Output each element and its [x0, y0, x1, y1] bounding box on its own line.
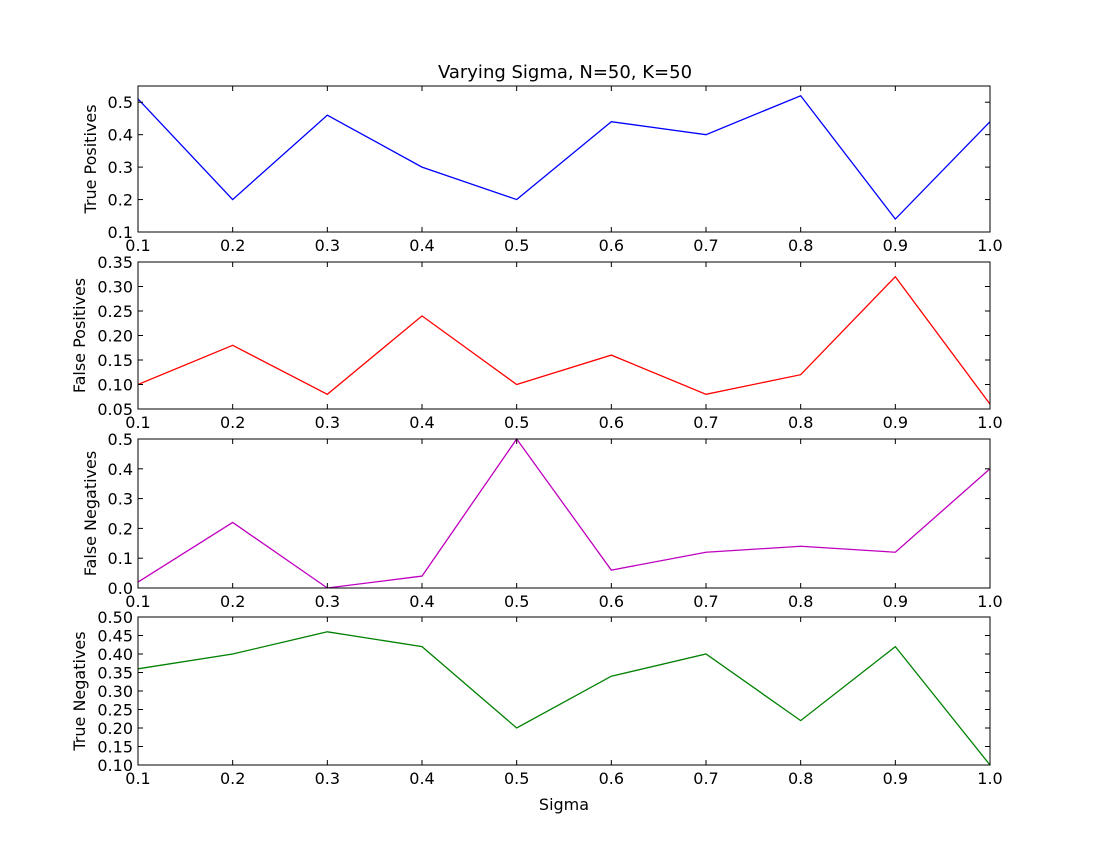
x-tick-label-2-2: 0.2	[220, 413, 245, 432]
y-tick-label-4-9: 0.50	[97, 608, 133, 627]
y-axis-label-3: False Negatives	[81, 451, 100, 576]
x-tick-label-1-2: 0.2	[220, 236, 245, 255]
x-tick-label-2-6: 0.6	[599, 413, 624, 432]
y-tick-label-3-6: 0.5	[108, 430, 133, 449]
x-tick-label-2-4: 0.4	[409, 413, 434, 432]
series-line-3	[138, 439, 990, 588]
y-tick-label-3-4: 0.3	[108, 490, 133, 509]
y-axis-label-2: False Positives	[70, 278, 89, 393]
x-tick-label-3-3: 0.3	[315, 592, 340, 611]
axes-frame-4	[138, 617, 990, 765]
x-tick-label-4-4: 0.4	[409, 769, 434, 788]
y-tick-label-4-5: 0.30	[97, 682, 133, 701]
y-tick-label-3-2: 0.1	[108, 549, 133, 568]
y-tick-label-1-4: 0.4	[108, 126, 133, 145]
x-tick-label-3-7: 0.7	[693, 592, 718, 611]
x-tick-label-1-8: 0.8	[788, 236, 813, 255]
x-tick-label-1-5: 0.5	[504, 236, 529, 255]
x-tick-label-2-3: 0.3	[315, 413, 340, 432]
y-tick-label-1-1: 0.1	[108, 223, 133, 242]
x-tick-label-4-2: 0.2	[220, 769, 245, 788]
y-tick-label-4-8: 0.45	[97, 627, 133, 646]
x-tick-label-1-6: 0.6	[599, 236, 624, 255]
series-line-4	[138, 632, 990, 765]
x-tick-label-3-5: 0.5	[504, 592, 529, 611]
y-tick-label-4-1: 0.10	[97, 756, 133, 775]
x-tick-label-4-7: 0.7	[693, 769, 718, 788]
y-tick-label-2-1: 0.05	[97, 400, 133, 419]
y-tick-label-3-3: 0.2	[108, 519, 133, 538]
x-tick-label-3-4: 0.4	[409, 592, 434, 611]
x-tick-label-2-9: 0.9	[883, 413, 908, 432]
chart-title: Varying Sigma, N=50, K=50	[438, 62, 692, 83]
x-tick-label-4-9: 0.9	[883, 769, 908, 788]
axes-frame-3	[138, 439, 990, 588]
x-tick-label-4-6: 0.6	[599, 769, 624, 788]
x-tick-label-3-10: 1.0	[977, 592, 1002, 611]
x-tick-label-3-2: 0.2	[220, 592, 245, 611]
x-tick-label-3-9: 0.9	[883, 592, 908, 611]
x-tick-label-4-8: 0.8	[788, 769, 813, 788]
y-tick-label-4-7: 0.40	[97, 645, 133, 664]
x-axis-label-4: Sigma	[539, 795, 589, 814]
y-tick-label-2-2: 0.10	[97, 376, 133, 395]
y-tick-label-4-6: 0.35	[97, 664, 133, 683]
y-tick-label-2-6: 0.30	[97, 278, 133, 297]
y-tick-label-1-3: 0.3	[108, 158, 133, 177]
x-tick-label-3-8: 0.8	[788, 592, 813, 611]
x-tick-label-1-10: 1.0	[977, 236, 1002, 255]
y-tick-label-3-5: 0.4	[108, 460, 133, 479]
axes-frame-2	[138, 262, 990, 409]
y-tick-label-2-7: 0.35	[97, 253, 133, 272]
y-tick-label-3-1: 0.0	[108, 579, 133, 598]
y-axis-label-4: True Negatives	[70, 631, 89, 751]
x-tick-label-1-3: 0.3	[315, 236, 340, 255]
series-line-2	[138, 277, 990, 404]
y-tick-label-4-2: 0.15	[97, 738, 133, 757]
x-tick-label-2-7: 0.7	[693, 413, 718, 432]
y-tick-label-4-4: 0.25	[97, 701, 133, 720]
x-tick-label-4-3: 0.3	[315, 769, 340, 788]
y-tick-label-4-3: 0.20	[97, 719, 133, 738]
x-tick-label-2-10: 1.0	[977, 413, 1002, 432]
x-tick-label-4-10: 1.0	[977, 769, 1002, 788]
x-tick-label-1-9: 0.9	[883, 236, 908, 255]
axes-frame-1	[138, 86, 990, 232]
x-tick-label-4-5: 0.5	[504, 769, 529, 788]
x-tick-label-2-5: 0.5	[504, 413, 529, 432]
y-tick-label-2-5: 0.25	[97, 302, 133, 321]
y-tick-label-2-4: 0.20	[97, 327, 133, 346]
x-tick-label-1-7: 0.7	[693, 236, 718, 255]
x-tick-label-1-4: 0.4	[409, 236, 434, 255]
x-tick-label-2-8: 0.8	[788, 413, 813, 432]
y-tick-label-1-2: 0.2	[108, 191, 133, 210]
y-tick-label-1-5: 0.5	[108, 93, 133, 112]
y-axis-label-1: True Positives	[81, 104, 100, 214]
y-tick-label-2-3: 0.15	[97, 351, 133, 370]
series-line-1	[138, 96, 990, 219]
x-tick-label-3-6: 0.6	[599, 592, 624, 611]
